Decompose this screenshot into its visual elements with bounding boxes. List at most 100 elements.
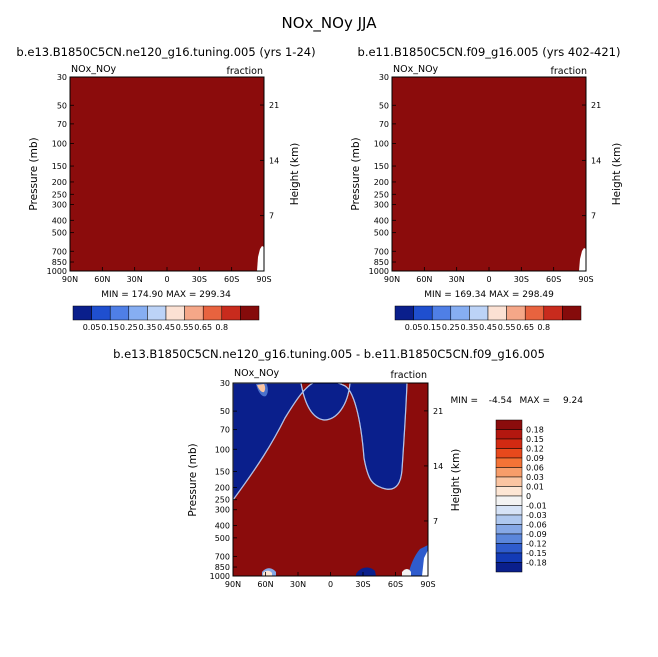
- panel-1-field-fill: [70, 77, 264, 271]
- colorbar-label: -0.06: [526, 521, 547, 530]
- panel-3-title: b.e13.B1850C5CN.ne120_g16.tuning.005 - b…: [113, 347, 545, 361]
- colorbar-left: 0.05 0.15 0.25 0.35 0.45 0.55 0.65 0.8: [72, 305, 260, 332]
- y2-tick-label: 7: [269, 212, 274, 221]
- y-tick-label: 30: [220, 379, 230, 388]
- x-tick-label: 90N: [384, 275, 400, 284]
- colorbar-label: 0.25: [120, 323, 138, 332]
- x-tick-label: 60S: [224, 275, 239, 284]
- colorbar-label: 0.65: [194, 323, 212, 332]
- colorbar-swatch: [562, 305, 582, 321]
- colorbar-label: 0.65: [516, 323, 534, 332]
- y-tick-label: 400: [374, 216, 389, 225]
- x-tick-label: 0: [164, 275, 169, 284]
- colorbar-swatch: [413, 305, 433, 321]
- colorbar-label: 0: [526, 492, 531, 501]
- colorbar-label: 0.18: [526, 426, 544, 435]
- colorbar-swatch: [495, 524, 523, 535]
- panel-3-ylabel: Pressure (mb): [187, 443, 199, 516]
- y-tick-label: 30: [57, 73, 67, 82]
- y-tick-label: 50: [220, 407, 230, 416]
- colorbar-label: 0.12: [526, 445, 544, 454]
- colorbar-label: -0.03: [526, 511, 547, 520]
- colorbar-label: -0.12: [526, 540, 547, 549]
- x-tick-label: 90S: [578, 275, 593, 284]
- colorbar-label: 0.35: [460, 323, 478, 332]
- colorbar-swatch: [394, 305, 414, 321]
- colorbar-swatch: [469, 305, 489, 321]
- panel-3-zero-contour: [233, 383, 408, 501]
- colorbar-swatch: [495, 486, 523, 497]
- x-tick-label: 0: [328, 580, 333, 589]
- x-tick-label: 0: [486, 275, 491, 284]
- y-tick-label: 500: [215, 534, 230, 543]
- y2-tick-label: 14: [591, 156, 601, 165]
- panel-1-title: b.e13.B1850C5CN.ne120_g16.tuning.005 (yr…: [16, 45, 315, 59]
- panel-3-anomaly-c: [356, 567, 376, 576]
- y-tick-label: 700: [374, 247, 389, 256]
- colorbar-swatch: [495, 438, 523, 449]
- panel-2-y2label: Height (km): [611, 143, 623, 206]
- colorbar-swatch: [495, 448, 523, 459]
- colorbar-swatch: [109, 305, 130, 321]
- colorbar-swatch: [147, 305, 167, 321]
- y-tick-label: 50: [379, 101, 389, 110]
- y-tick-label: 300: [215, 506, 230, 515]
- colorbar-label: 0.8: [215, 323, 228, 332]
- y2-tick-label: 14: [269, 156, 279, 165]
- colorbar-label: 0.35: [138, 323, 156, 332]
- y-tick-label: 1000: [369, 267, 389, 276]
- y-tick-label: 70: [57, 120, 67, 129]
- colorbar-swatch: [495, 429, 523, 440]
- x-tick-label: 30S: [514, 275, 529, 284]
- colorbar-label: 0.05: [405, 323, 423, 332]
- panel-3: b.e13.B1850C5CN.ne120_g16.tuning.005 - b…: [113, 347, 583, 589]
- colorbar-swatch: [495, 543, 523, 554]
- panel-3-stats-max-value: 9.24: [563, 396, 583, 406]
- panel-1-field: [70, 77, 264, 271]
- y-tick-label: 30: [379, 73, 389, 82]
- y-tick-label: 100: [215, 445, 230, 454]
- panel-3-field: [233, 383, 428, 576]
- y-tick-label: 400: [215, 522, 230, 531]
- x-tick-label: 90N: [62, 275, 78, 284]
- panel-3-anomaly-g: [402, 569, 411, 576]
- colorbar-label: 0.25: [442, 323, 460, 332]
- x-tick-label: 30N: [449, 275, 465, 284]
- panel-3-anomaly-b: [257, 384, 266, 393]
- y-tick-label: 200: [52, 178, 67, 187]
- colorbar-swatch: [495, 495, 523, 506]
- y-tick-label: 500: [52, 229, 67, 238]
- y-tick-label: 200: [215, 483, 230, 492]
- panel-1-subtitle-right: fraction: [227, 66, 264, 77]
- panel-1-y2label: Height (km): [289, 143, 301, 206]
- y-tick-label: 250: [215, 496, 230, 505]
- panel-1-subtitle-left: NOx_NOy: [71, 64, 117, 75]
- colorbar-swatch: [165, 305, 185, 321]
- colorbar-swatch: [72, 305, 92, 321]
- colorbar-label: -0.18: [526, 559, 547, 568]
- y-tick-label: 250: [52, 190, 67, 199]
- colorbar-swatch: [91, 305, 111, 321]
- x-tick-label: 90S: [420, 580, 435, 589]
- y-tick-label: 850: [215, 563, 230, 572]
- y-tick-label: 50: [57, 101, 67, 110]
- x-tick-label: 30N: [290, 580, 306, 589]
- panel-2-ylabel: Pressure (mb): [350, 137, 362, 210]
- colorbar-swatch: [495, 457, 523, 468]
- colorbar-label: 0.09: [526, 454, 544, 463]
- colorbar-swatch: [495, 533, 523, 544]
- colorbar-difference: 0.180.150.120.090.060.030.010-0.01-0.03-…: [495, 419, 547, 573]
- colorbar-swatch: [524, 305, 545, 321]
- colorbar-label: 0.8: [537, 323, 550, 332]
- figure-title: NOx_NOy JJA: [282, 14, 378, 33]
- x-tick-label: 60N: [416, 275, 432, 284]
- colorbar-swatch: [487, 305, 507, 321]
- colorbar-label: 0.15: [101, 323, 119, 332]
- colorbar-right: 0.05 0.15 0.25 0.35 0.45 0.55 0.65 0.8: [394, 305, 582, 332]
- x-tick-label: 60S: [388, 580, 403, 589]
- y2-tick-label: 7: [433, 517, 438, 526]
- colorbar-swatch: [495, 552, 523, 563]
- y-tick-label: 300: [52, 200, 67, 209]
- x-tick-label: 60N: [257, 580, 273, 589]
